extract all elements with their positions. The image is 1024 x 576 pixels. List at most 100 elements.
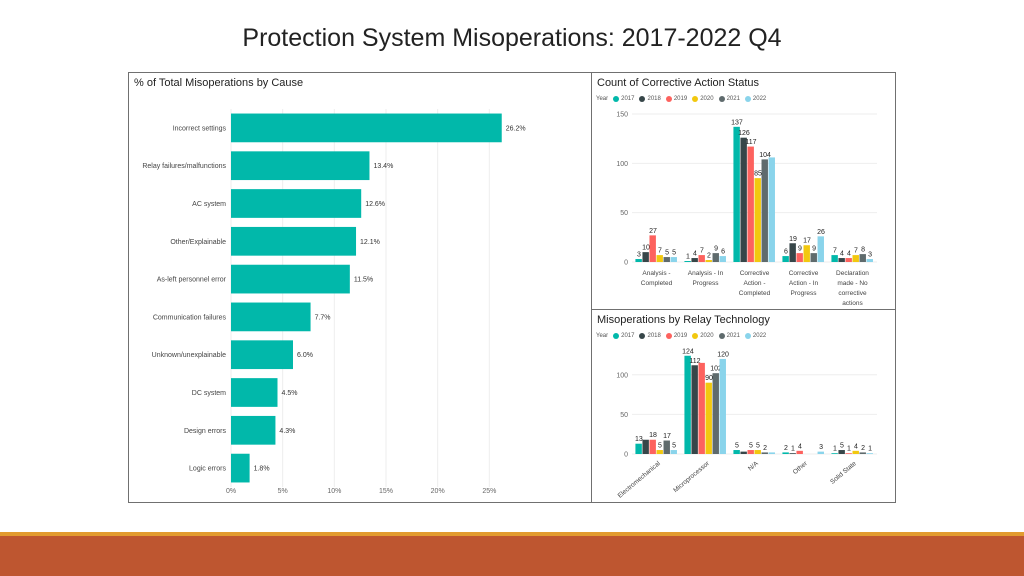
bar[interactable] [684,261,691,262]
legend-year: 2017 [621,96,635,102]
data-label: 9 [812,246,816,253]
data-label: 18 [649,432,657,439]
legend-item-2020[interactable]: 2020 [692,96,714,102]
bar[interactable] [705,382,712,454]
bar[interactable] [768,452,775,454]
bar[interactable] [810,253,817,262]
bar[interactable] [754,178,761,262]
bar[interactable] [831,453,838,454]
bar[interactable] [691,258,698,262]
bar[interactable] [712,253,719,262]
category-label: Unknown/unexplainable [152,352,226,359]
bar[interactable] [712,373,719,454]
bar[interactable] [740,451,747,454]
legend-item-2017[interactable]: 2017 [613,96,634,102]
legend-item-2018[interactable]: 2018 [639,333,661,339]
bar[interactable] [796,450,803,454]
legend-item-2019[interactable]: 2019 [665,96,688,102]
legend-item-2017[interactable]: 2017 [613,333,634,339]
bar[interactable] [231,264,350,294]
bar[interactable] [740,137,747,262]
legend-item-2022[interactable]: 2022 [744,333,766,339]
y-tick-label: 100 [616,372,628,379]
bar[interactable] [733,450,740,454]
bar[interactable] [754,450,761,454]
bar[interactable] [747,146,754,262]
bar[interactable] [866,259,873,262]
bar[interactable] [231,453,250,483]
legend-year: 2019 [673,96,688,102]
bar[interactable] [747,450,754,454]
bar[interactable] [649,235,656,262]
bar[interactable] [642,439,649,454]
bar[interactable] [782,452,789,454]
legend-year: 2017 [621,333,635,339]
bar[interactable] [845,453,852,454]
bar[interactable] [817,236,824,262]
data-label: 2 [707,253,711,260]
bar[interactable] [691,365,698,454]
category-label-line: Corrective [789,270,819,277]
category-label: Other/Explainable [170,239,226,246]
data-label: 26.2% [506,125,526,132]
bar[interactable] [789,243,796,262]
bar[interactable] [831,255,838,262]
bar[interactable] [231,302,311,332]
bar[interactable] [859,254,866,262]
legend-item-2020[interactable]: 2020 [692,333,714,339]
bar[interactable] [635,259,642,262]
bar[interactable] [719,256,726,262]
bar[interactable] [852,450,859,454]
bar[interactable] [698,362,705,454]
bar[interactable] [803,245,810,262]
bar[interactable] [859,452,866,454]
bar[interactable] [231,378,278,407]
bar[interactable] [768,157,775,262]
category-label-line: Completed [739,290,771,297]
bar[interactable] [782,256,789,262]
bar[interactable] [656,450,663,454]
bar[interactable] [670,257,677,262]
bar[interactable] [796,253,803,262]
legend-item-2021[interactable]: 2021 [718,96,740,102]
data-label: 112 [689,358,700,365]
bar[interactable] [642,252,649,262]
bar[interactable] [231,340,293,370]
bar[interactable] [698,255,705,262]
bar[interactable] [838,450,845,454]
bar[interactable] [663,257,670,262]
bar[interactable] [789,453,796,454]
bar[interactable] [231,415,276,445]
data-label: 2 [763,445,767,452]
bar[interactable] [231,151,370,181]
legend-item-2018[interactable]: 2018 [639,96,661,102]
bar[interactable] [684,355,691,454]
slide-title: Protection System Misoperations: 2017-20… [242,24,782,52]
bar[interactable] [231,226,357,256]
bar[interactable] [231,113,502,143]
bar[interactable] [761,452,768,454]
bar[interactable] [719,358,726,454]
bar[interactable] [761,159,768,262]
bar[interactable] [817,451,824,454]
bar[interactable] [231,189,362,218]
bar[interactable] [866,453,873,454]
legend-item-2022[interactable]: 2022 [744,96,766,102]
legend-dot [692,96,699,102]
bar[interactable] [649,439,656,454]
bar[interactable] [845,258,852,262]
data-label: 4 [847,251,851,258]
legend-item-2019[interactable]: 2019 [665,333,687,339]
y-tick-label: 100 [616,161,628,168]
bar[interactable] [733,126,740,263]
bar[interactable] [663,440,670,454]
bar[interactable] [656,255,663,262]
legend-item-2021[interactable]: 2021 [718,333,740,339]
category-label-line: Progress [790,290,817,297]
bar[interactable] [635,443,642,454]
bar[interactable] [838,258,845,262]
bar[interactable] [705,260,712,262]
cause-chart: 0% 5% 10% 15% 20% 25% Incorrect settings 26.2% R… [142,109,526,495]
bar[interactable] [852,255,859,262]
bar[interactable] [670,450,677,454]
